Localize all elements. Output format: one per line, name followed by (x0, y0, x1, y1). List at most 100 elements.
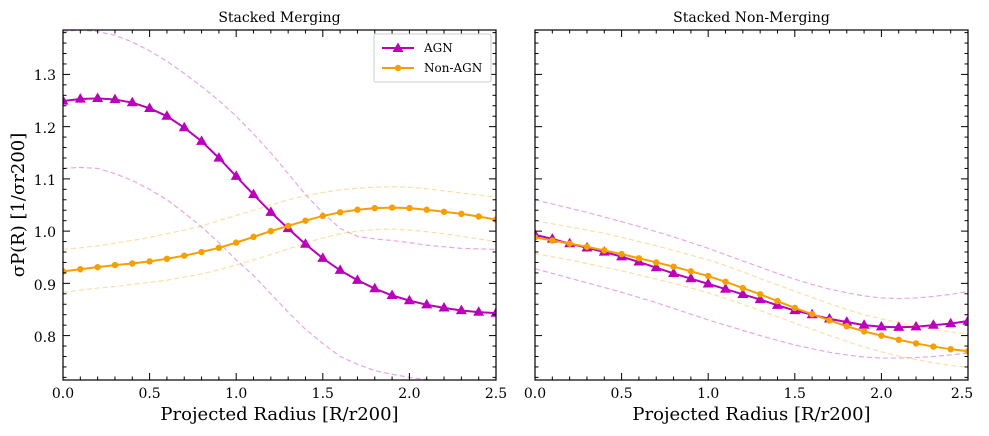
point-agn (668, 267, 680, 278)
point-non-agn (774, 297, 781, 305)
x-tick-label: 0.5 (610, 386, 632, 402)
point-non-agn (808, 310, 816, 318)
x-tick-label: 2.5 (951, 386, 973, 402)
legend-entry-agn: AGN (382, 41, 453, 55)
point-non-agn (284, 222, 292, 230)
point-agn (248, 188, 260, 199)
x-tick-label: 1.0 (225, 386, 247, 402)
band-upper-agn (535, 199, 968, 300)
point-non-agn (129, 260, 136, 267)
panel-title: Stacked Non-Merging (673, 10, 830, 26)
point-agn (92, 92, 104, 103)
x-tick-labels: 0.0 0.5 1.0 1.5 2.0 2.5 (524, 386, 973, 402)
series-line-agn (63, 97, 496, 315)
point-non-agn (267, 227, 275, 235)
point-agn (196, 135, 208, 145)
band-lower-agn (535, 268, 968, 359)
point-non-agn (233, 239, 240, 246)
point-non-agn (722, 278, 729, 285)
panel-non-merging: Stacked Non-Merging 0.0 0.5 1.0 1.5 2.0 … (524, 10, 973, 425)
point-agn (685, 272, 697, 283)
x-tick-label: 0.0 (52, 386, 74, 402)
x-tick-label: 1.5 (784, 386, 806, 402)
plot-area (63, 30, 496, 380)
point-non-agn (406, 204, 413, 212)
band-upper-agn (63, 30, 496, 250)
point-agn (702, 277, 714, 288)
point-non-agn (618, 250, 625, 258)
point-non-agn (912, 340, 920, 347)
point-agn (737, 288, 749, 298)
point-non-agn (653, 259, 660, 266)
point-non-agn (336, 209, 344, 216)
point-agn (178, 121, 190, 132)
y-tick-label: 1.0 (34, 225, 56, 241)
point-non-agn (566, 240, 573, 247)
x-tick-label: 1.0 (697, 386, 719, 402)
point-non-agn (423, 206, 430, 213)
plot-frame (62, 29, 497, 381)
point-agn (265, 206, 277, 216)
plot-area (535, 199, 968, 369)
legend-box (373, 33, 492, 83)
point-non-agn (895, 336, 902, 343)
point-agn (841, 316, 853, 326)
point-agn (927, 319, 939, 329)
band-upper-non-agn (535, 220, 968, 335)
point-agn (455, 304, 467, 315)
x-tick-label: 2.0 (870, 386, 892, 402)
point-agn (317, 252, 329, 262)
y-tick-label: 1.3 (34, 68, 56, 84)
point-agn (230, 170, 242, 180)
point-non-agn (94, 263, 101, 271)
point-non-agn (687, 268, 695, 275)
point-non-agn (319, 212, 326, 220)
point-agn (334, 264, 346, 274)
band-upper-non-agn (63, 186, 496, 250)
point-agn (351, 274, 363, 284)
point-agn (893, 321, 905, 331)
point-non-agn (250, 233, 257, 241)
point-agn (473, 306, 485, 316)
point-non-agn (635, 255, 643, 262)
legend: AGN Non-AGN (373, 33, 492, 83)
point-non-agn (535, 234, 539, 241)
y-tick-label: 1.2 (34, 121, 56, 137)
y-tick-labels: 0.8 0.9 1.0 1.1 1.2 1.3 (34, 68, 56, 346)
point-non-agn (860, 328, 868, 335)
point-non-agn (947, 345, 954, 353)
point-agn (63, 95, 69, 105)
legend-label-non-agn: Non-AGN (424, 61, 482, 75)
point-agn (962, 315, 968, 325)
point-non-agn (388, 204, 396, 211)
point-agn (438, 302, 450, 312)
x-tick-label: 0.5 (138, 386, 160, 402)
point-agn (421, 298, 433, 309)
point-non-agn (492, 216, 496, 223)
point-non-agn (739, 284, 747, 292)
plot-frame (534, 29, 969, 381)
point-non-agn (843, 322, 850, 330)
point-non-agn (181, 252, 188, 259)
point-agn (720, 283, 732, 293)
point-agn (858, 319, 870, 329)
x-tick-label: 0.0 (524, 386, 546, 402)
point-non-agn (756, 291, 764, 298)
point-non-agn (601, 247, 608, 254)
y-axis-label: σP(R) [1/σr200] (8, 133, 29, 278)
point-agn (109, 93, 121, 104)
point-non-agn (77, 266, 84, 273)
panel-merging: Stacked Merging 0.0 0.5 1.0 1.5 2.0 2.5 … (8, 10, 507, 425)
point-agn (299, 238, 311, 248)
band-lower-non-agn (63, 228, 496, 293)
x-axis-label: Projected Radius [R/r200] (160, 404, 398, 425)
point-non-agn (583, 243, 591, 250)
point-agn (403, 294, 415, 305)
point-non-agn (371, 204, 378, 212)
point-agn (144, 102, 156, 112)
legend-label-agn: AGN (423, 41, 453, 55)
point-non-agn (215, 244, 223, 252)
y-tick-label: 1.1 (34, 173, 56, 189)
x-tick-label: 1.5 (312, 386, 334, 402)
point-agn (650, 261, 662, 272)
